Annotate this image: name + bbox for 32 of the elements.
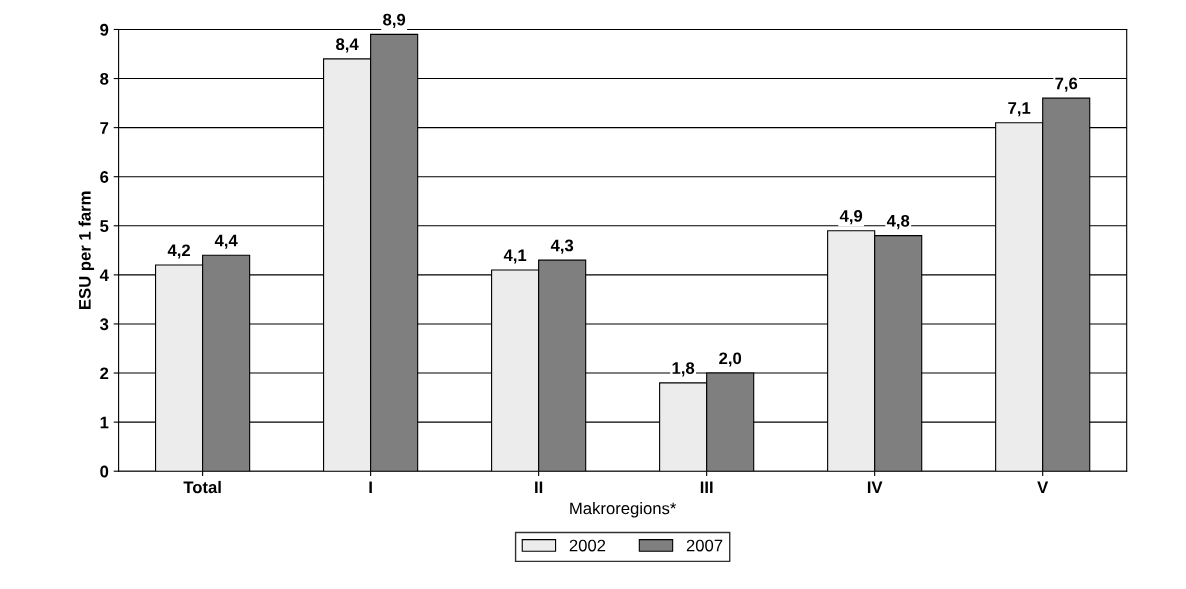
data-label: 2,0 [719, 352, 742, 367]
y-axis-title: ESU per 1 farm [78, 191, 95, 309]
data-label: 4,3 [550, 239, 574, 254]
y-tick-label: 2 [100, 367, 109, 380]
x-tick-label: Total [183, 480, 221, 494]
y-tick-label: 4 [99, 269, 109, 281]
y-tick-label: 0 [100, 465, 109, 478]
legend-label: 2007 [686, 539, 723, 552]
y-tick-label: 8 [100, 72, 109, 85]
y-tick-label: 9 [100, 23, 109, 36]
y-tick-label: 1 [100, 416, 109, 429]
legend-label: 2002 [569, 539, 606, 552]
data-label: 4,2 [167, 244, 190, 259]
x-tick-label: I [369, 481, 372, 493]
data-label: 8,4 [336, 38, 359, 53]
x-axis-title: Makroregions* [570, 502, 677, 518]
data-label: 1,8 [672, 362, 695, 377]
y-tick-label: 5 [100, 220, 109, 232]
x-tick-label: II [535, 481, 543, 493]
data-label: 7,1 [1008, 102, 1031, 117]
data-label: 7,6 [1055, 77, 1078, 92]
data-label: 4,9 [839, 210, 863, 225]
x-tick-label: III [700, 481, 713, 493]
data-label: 4,1 [503, 249, 527, 264]
x-tick-label: IV [867, 481, 883, 493]
data-label: 4,4 [214, 234, 238, 249]
y-tick-label: 6 [100, 171, 109, 183]
y-tick-label: 7 [100, 122, 109, 134]
data-label: 8,9 [383, 13, 406, 28]
data-label: 4,8 [886, 214, 910, 230]
y-tick-label: 3 [99, 318, 109, 331]
x-tick-label: V [1037, 481, 1049, 493]
